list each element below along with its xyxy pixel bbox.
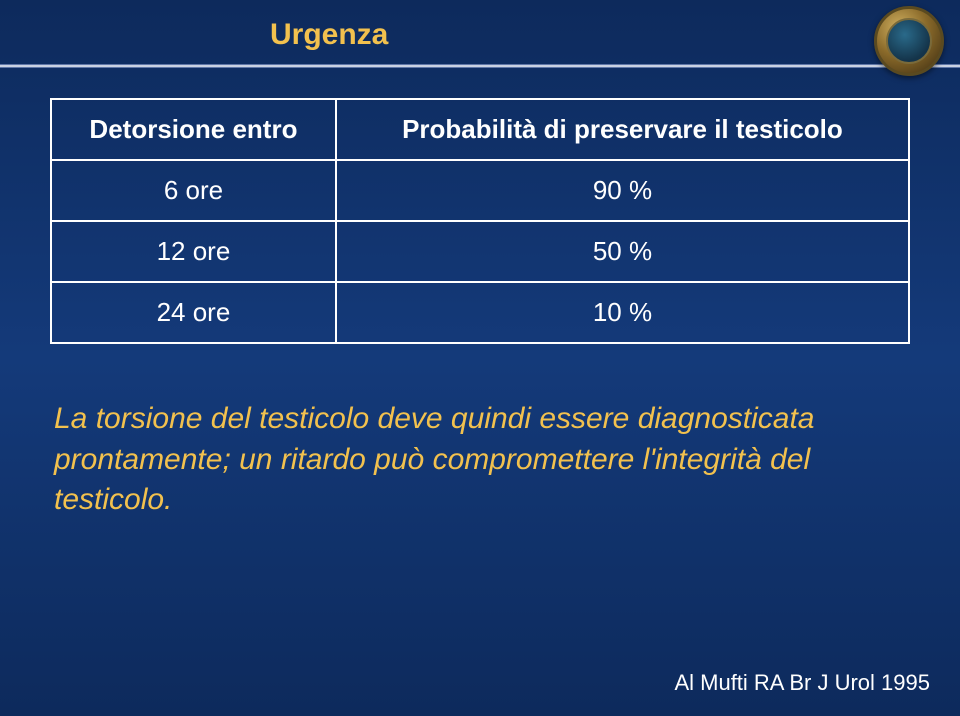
body-text: La torsione del testicolo deve quindi es…	[50, 399, 910, 521]
table-row: 6 ore 90 %	[51, 160, 909, 221]
table-header-probability: Probabilità di preservare il testicolo	[336, 99, 909, 160]
table-row: 12 ore 50 %	[51, 221, 909, 282]
cell-time: 12 ore	[51, 221, 336, 282]
cell-prob: 90 %	[336, 160, 909, 221]
content-area: Detorsione entro Probabilità di preserva…	[0, 68, 960, 521]
cell-prob: 50 %	[336, 221, 909, 282]
table-row: 24 ore 10 %	[51, 282, 909, 343]
title-bar: Urgenza	[0, 0, 960, 64]
slide-title: Urgenza	[270, 18, 920, 52]
cell-time: 24 ore	[51, 282, 336, 343]
cell-prob: 10 %	[336, 282, 909, 343]
cell-time: 6 ore	[51, 160, 336, 221]
data-table: Detorsione entro Probabilità di preserva…	[50, 98, 910, 344]
seal-logo-icon	[874, 6, 944, 76]
citation-text: Al Mufti RA Br J Urol 1995	[674, 670, 930, 696]
table-header-time: Detorsione entro	[51, 99, 336, 160]
